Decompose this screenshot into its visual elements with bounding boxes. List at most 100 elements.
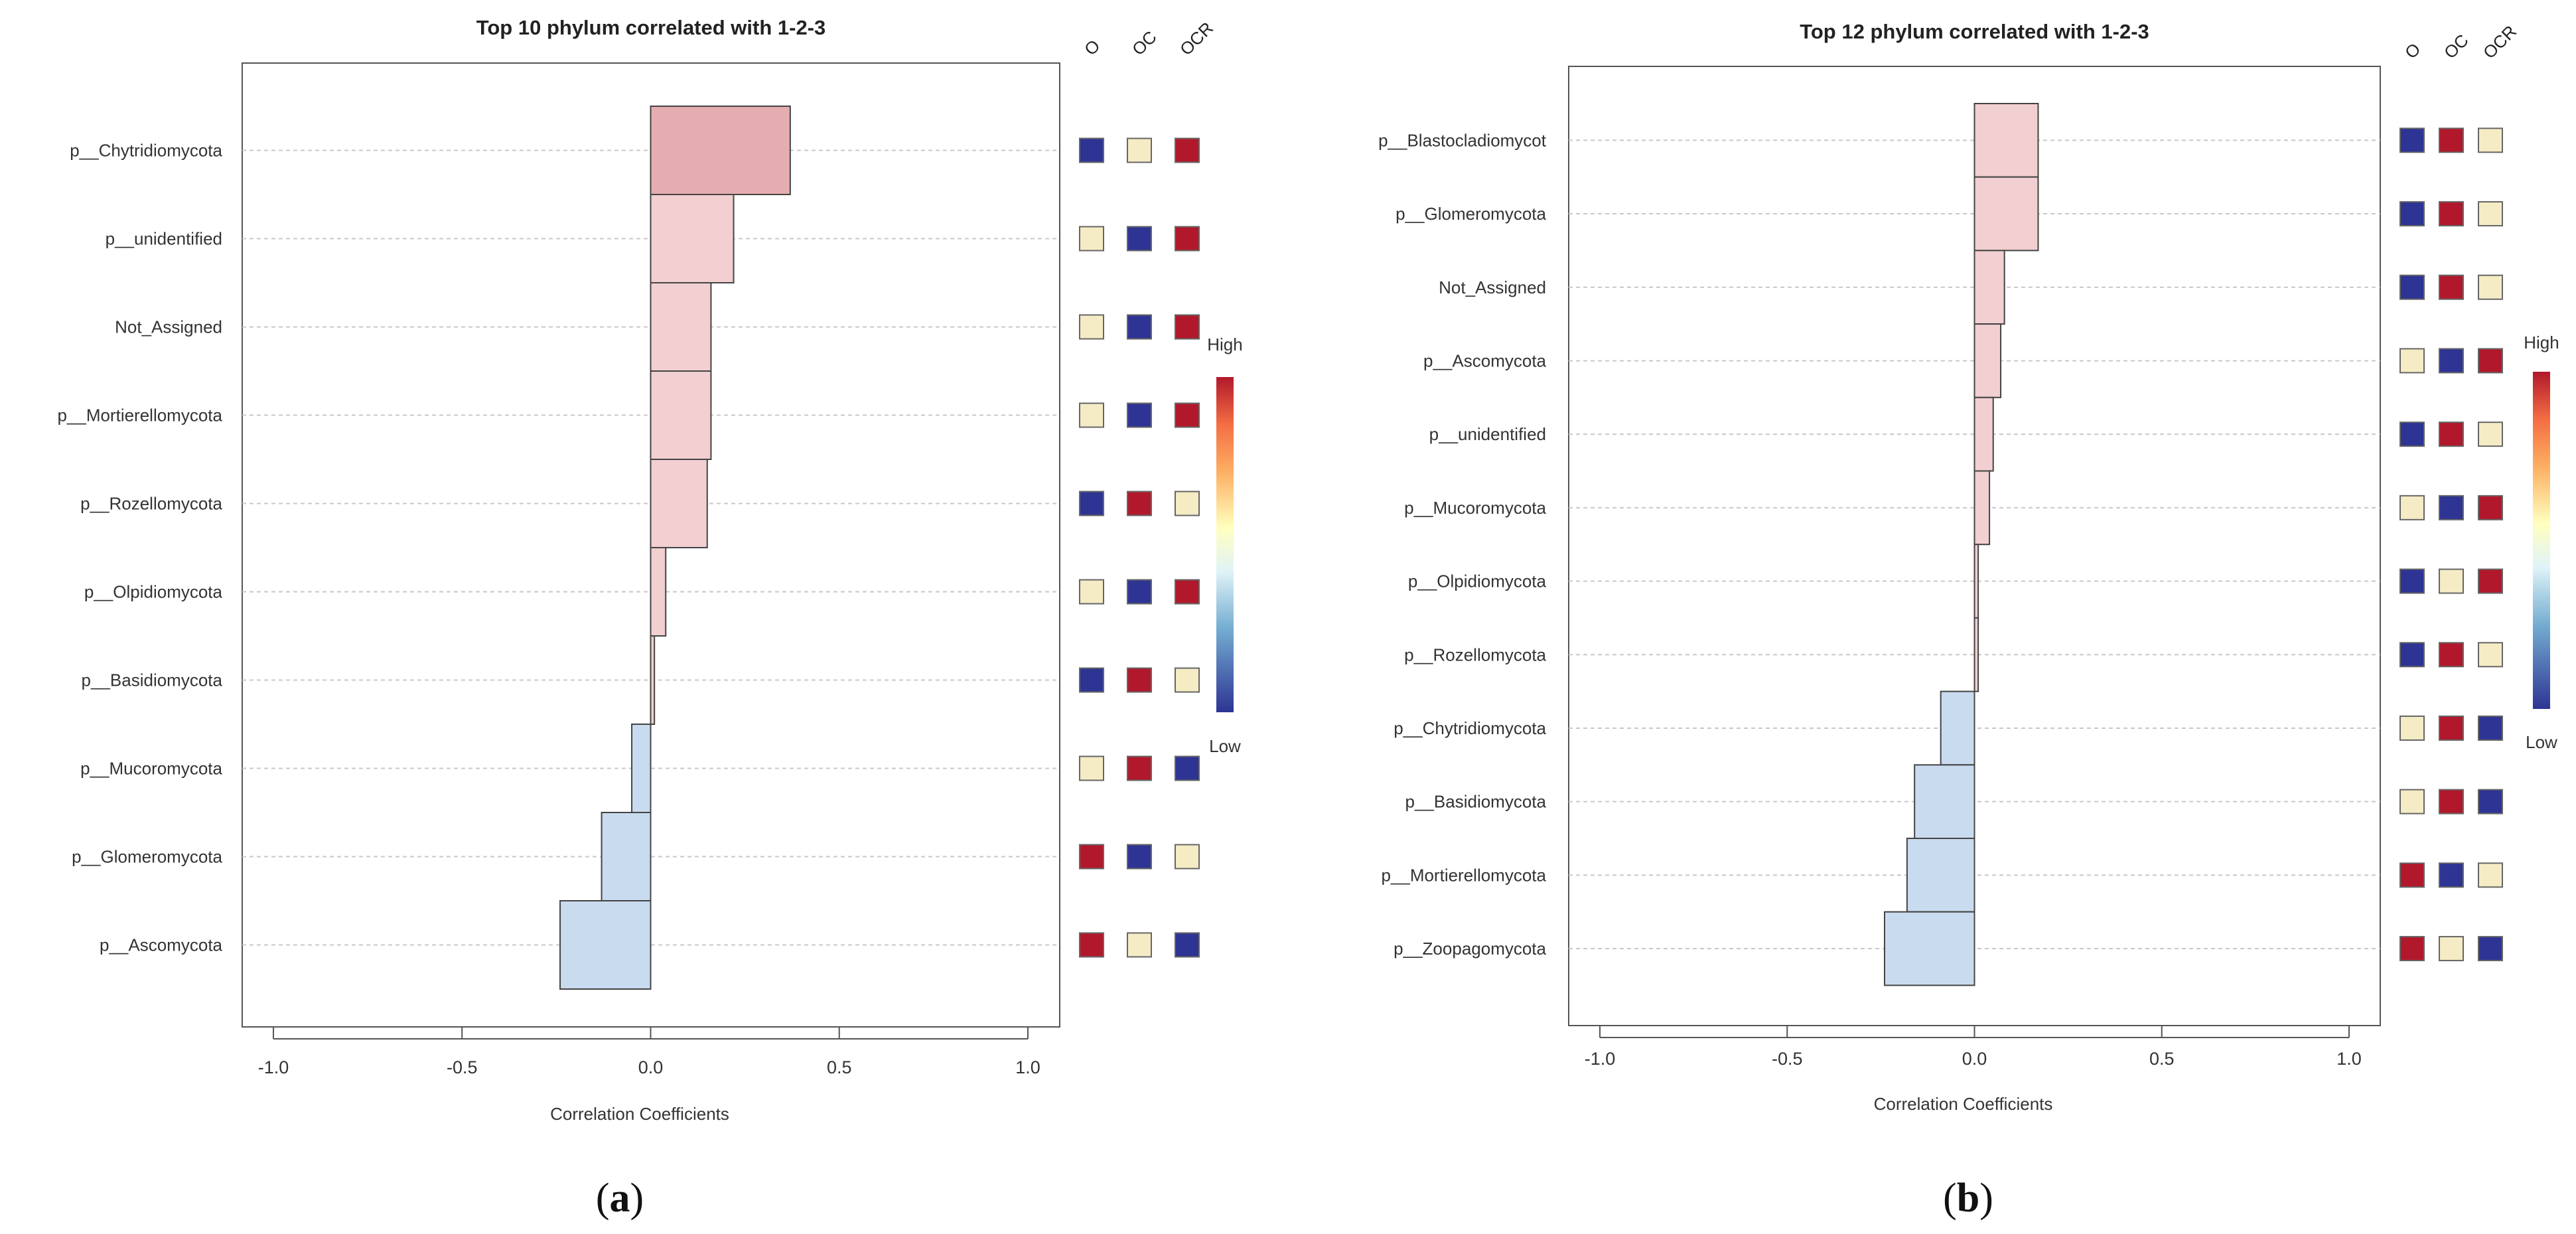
heat-cell (2478, 348, 2503, 374)
panel-b: Top 12 phylum correlated with 1-2-3 p__Bl… (1378, 20, 2559, 1221)
heat-cell (1175, 491, 1200, 516)
category-label: p__Rozellomycota (1404, 645, 1546, 664)
heat-cell (2478, 715, 2503, 741)
heat-cell (1127, 491, 1152, 516)
category-label: p__Basidiomycota (82, 670, 223, 690)
heat-cell (1175, 402, 1200, 428)
group-header: OCR (1176, 18, 1217, 59)
chart-title: Top 10 phylum correlated with 1-2-3 (476, 16, 826, 39)
category-label: p__Glomeromycota (72, 847, 222, 867)
category-label: p__Mortierellomycota (1381, 865, 1546, 885)
heat-cell (2439, 274, 2464, 300)
category-label: p__Mucoromycota (80, 759, 222, 779)
heat-cell (2439, 201, 2464, 227)
heat-cell (1175, 844, 1200, 870)
legend-low-label: Low (1209, 736, 1241, 756)
bar (1973, 103, 2039, 178)
panel-a: Top 10 phylum correlated with 1-2-3 p__Ch… (57, 16, 1242, 1221)
bar (1973, 396, 1994, 472)
x-tick-label: 1.0 (1015, 1057, 1040, 1077)
bar (650, 370, 712, 460)
heat-cell (2439, 642, 2464, 668)
heat-cell (1175, 226, 1200, 252)
category-label: p__Ascomycota (1423, 350, 1547, 370)
heat-cell (2399, 715, 2425, 741)
legend-low-label: Low (2526, 732, 2557, 752)
bar (601, 812, 652, 901)
legend-high-label: High (2524, 333, 2559, 352)
colorbar (1216, 377, 1234, 712)
category-label: p__Zoopagomycota (1394, 939, 1546, 959)
heat-cell (1127, 314, 1152, 340)
heat-cell (1175, 137, 1200, 163)
panel-label: (b) (1943, 1176, 1993, 1221)
category-label: p__unidentified (106, 229, 222, 249)
heat-cell (2439, 422, 2464, 447)
heat-cell (1079, 491, 1104, 516)
heat-cell (1079, 314, 1104, 340)
heat-cell (1127, 932, 1152, 958)
bar (631, 724, 652, 813)
category-label: p__Chytridiomycota (70, 141, 222, 161)
panel-letter: a (610, 1176, 630, 1221)
heat-cell (1127, 579, 1152, 605)
heat-cell (1079, 755, 1104, 781)
heat-cell (1079, 932, 1104, 958)
heat-cell (1079, 137, 1104, 163)
heat-cell (2399, 201, 2425, 227)
x-axis-label: Correlation Coefficients (550, 1104, 729, 1124)
group-header: OC (1128, 27, 1161, 59)
heat-cell (1127, 137, 1152, 163)
heat-cell (2399, 936, 2425, 962)
heat-cell (1079, 402, 1104, 428)
heat-cell (2478, 274, 2503, 300)
group-header: OC (2440, 30, 2472, 62)
category-label: p__Mucoromycota (1404, 498, 1546, 518)
bar (1973, 250, 2005, 325)
category-label: Not_Assigned (115, 317, 222, 337)
heat-cell (1127, 402, 1152, 428)
category-label: p__Olpidiomycota (1408, 572, 1547, 591)
heat-cell (2439, 789, 2464, 814)
heat-cell (1175, 667, 1200, 693)
bar (1973, 470, 1991, 546)
bar (1884, 911, 1975, 986)
x-tick-label: -0.5 (1772, 1049, 1803, 1069)
group-header: OCR (2479, 21, 2520, 62)
category-label: p__Mortierellomycota (57, 406, 222, 425)
bar (650, 282, 712, 372)
category-label: p__unidentified (1429, 424, 1546, 444)
heat-cell (2439, 862, 2464, 888)
chart-title: Top 12 phylum correlated with 1-2-3 (1800, 20, 2149, 43)
heat-cell (2439, 715, 2464, 741)
bar (1914, 764, 1975, 840)
x-tick-label: -0.5 (447, 1057, 478, 1077)
heat-cell (2439, 495, 2464, 520)
heat-cell (2399, 862, 2425, 888)
category-label: p__Ascomycota (100, 935, 223, 955)
bar (559, 900, 652, 990)
legend-high-label: High (1207, 335, 1242, 354)
heat-cell (1079, 579, 1104, 605)
category-label: p__Olpidiomycota (84, 582, 223, 602)
heat-cell (2439, 568, 2464, 594)
panel-letter: b (1957, 1176, 1979, 1221)
heat-cell (1127, 667, 1152, 693)
heat-cell (2439, 127, 2464, 153)
category-label: p__Basidiomycota (1405, 792, 1547, 812)
heat-cell (1175, 579, 1200, 605)
heat-cell (2399, 274, 2425, 300)
x-tick-label: 0.0 (638, 1057, 664, 1077)
colorbar (2533, 372, 2550, 709)
bar (1973, 617, 1979, 692)
x-tick-label: 0.5 (827, 1057, 852, 1077)
x-axis-label: Correlation Coefficients (1874, 1094, 2053, 1114)
heat-cell (2478, 201, 2503, 227)
heat-cell (1127, 226, 1152, 252)
bar (1973, 176, 2039, 252)
category-label: p__Rozellomycota (80, 494, 222, 514)
heat-cell (2478, 936, 2503, 962)
bar (650, 194, 735, 283)
bar (650, 547, 667, 637)
